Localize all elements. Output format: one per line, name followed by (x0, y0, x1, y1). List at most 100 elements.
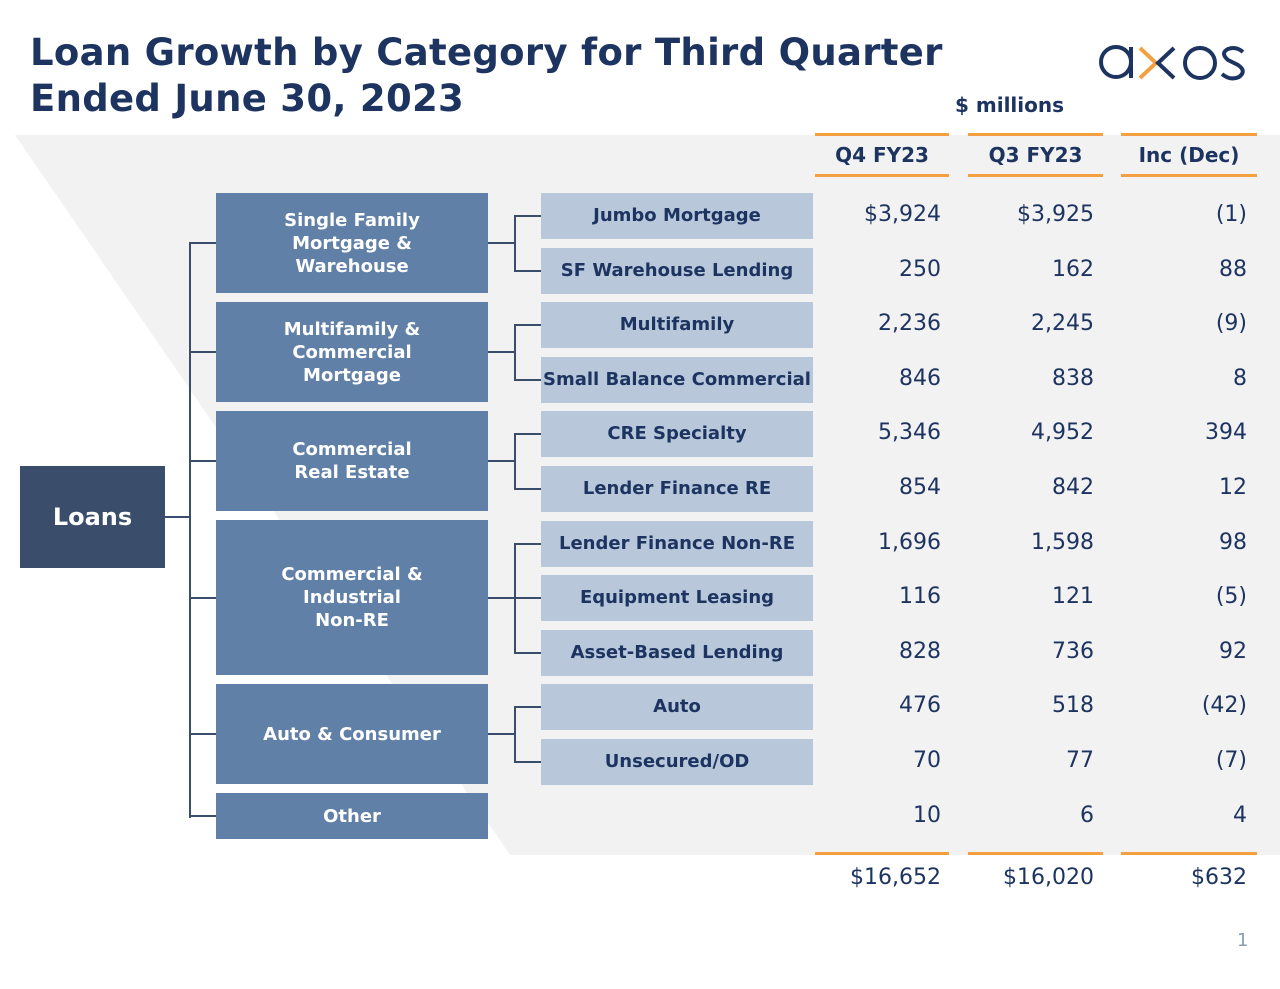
category-label-line: Single Family (284, 209, 420, 231)
subcategory-box: Asset-Based Lending (541, 629, 813, 676)
value-q3: 842 (1052, 475, 1094, 500)
units-label: $ millions (955, 93, 1065, 117)
value-q3: 2,245 (1031, 311, 1094, 337)
category-box: Commercial Real Estate (216, 411, 488, 511)
tree-connector (515, 651, 541, 654)
value-change: 92 (1219, 638, 1247, 664)
tree-connector (488, 460, 515, 462)
tree-connector (515, 597, 541, 600)
value-q4: 5,346 (878, 420, 941, 446)
subcategory-box: Lender Finance Non-RE (541, 520, 813, 567)
value-q4: 846 (899, 365, 941, 391)
subcategory-box: Auto (541, 684, 813, 731)
value-q4: $3,924 (864, 202, 941, 227)
tree-connector (515, 378, 541, 381)
category-label-line: Commercial (292, 341, 412, 363)
total-divider (968, 852, 1103, 855)
title-line-1: Loan Growth by Category for Third Quarte… (30, 31, 943, 74)
category-label-line: Other (323, 805, 381, 827)
page-title: Loan Growth by Category for Third Quarte… (30, 30, 943, 122)
subcategory-box: Jumbo Mortgage (541, 193, 813, 239)
value-change: 12 (1219, 475, 1247, 500)
tree-connector (515, 433, 541, 436)
tree-connector (515, 542, 541, 545)
subcategory-box: Unsecured/OD (541, 739, 813, 785)
total-change: $632 (1191, 865, 1247, 890)
value-q4: 1,696 (878, 529, 941, 555)
value-q4: 10 (913, 802, 941, 828)
subcategory-box: Equipment Leasing (541, 575, 813, 622)
total-divider (1121, 852, 1257, 855)
category-label-line: Real Estate (294, 462, 410, 483)
page-number: 1 (1237, 930, 1249, 951)
tree-connector (515, 324, 541, 327)
total-q3: $16,020 (1003, 865, 1094, 890)
value-q4: 70 (913, 748, 941, 773)
value-q4: 116 (899, 584, 941, 610)
value-q3: $3,925 (1017, 202, 1094, 227)
tree-connector (190, 460, 216, 462)
value-q3: 162 (1052, 256, 1094, 282)
value-change: (5) (1215, 584, 1247, 610)
value-q3: 77 (1066, 748, 1094, 773)
value-change: (9) (1215, 311, 1247, 337)
value-change: 394 (1205, 420, 1247, 446)
tree-connector (488, 733, 515, 735)
tree-connector (514, 324, 516, 381)
tree-connector (515, 215, 541, 217)
value-q3: 6 (1080, 802, 1094, 828)
value-q3: 1,598 (1031, 529, 1094, 555)
category-box: Auto & Consumer (216, 684, 488, 784)
value-q3: 121 (1052, 584, 1094, 610)
category-label-line: Multifamily & (283, 318, 421, 340)
tree-connector (189, 242, 191, 818)
total-q4: $16,652 (850, 865, 941, 890)
column-header-change: Inc (Dec) (1121, 133, 1257, 177)
category-box: Other (216, 793, 488, 839)
value-q4: 828 (899, 638, 941, 664)
subcategory-box: CRE Specialty (541, 411, 813, 458)
value-change: 4 (1233, 802, 1247, 828)
tree-connector (514, 433, 516, 490)
category-label-line: Mortgage & (292, 232, 412, 254)
value-q4: 2,236 (878, 311, 941, 337)
tree-connector (190, 351, 216, 353)
category-box: Multifamily & Commercial Mortgage (216, 302, 488, 402)
category-label-line: Auto & Consumer (263, 723, 441, 745)
column-header-q4: Q4 FY23 (815, 133, 949, 177)
subcategory-box: Lender Finance RE (541, 466, 813, 512)
total-divider (815, 852, 949, 855)
tree-connector (515, 269, 541, 272)
category-label-line: Warehouse (295, 255, 409, 277)
tree-connector (515, 488, 541, 490)
column-header-q3: Q3 FY23 (968, 133, 1103, 177)
tree-connector (514, 706, 516, 763)
tree-connector (488, 351, 515, 353)
tree-connector (190, 815, 216, 817)
tree-connector (515, 706, 541, 709)
value-q3: 4,952 (1031, 420, 1094, 446)
tree-connector (488, 242, 515, 244)
value-q4: 854 (899, 475, 941, 500)
value-q3: 736 (1052, 638, 1094, 664)
value-q4: 250 (899, 256, 941, 282)
category-box: Single Family Mortgage & Warehouse (216, 193, 488, 293)
tree-connector (190, 242, 216, 244)
value-change: (42) (1201, 693, 1247, 719)
tree-connector (514, 215, 516, 272)
category-label-line: Non-RE (315, 610, 389, 631)
tree-connector (165, 516, 190, 518)
value-change: 98 (1219, 529, 1247, 555)
tree-connector (190, 733, 216, 735)
category-label-line: Commercial & (281, 564, 423, 585)
value-change: (7) (1215, 748, 1247, 773)
subcategory-box: SF Warehouse Lending (541, 247, 813, 294)
value-change: 8 (1233, 365, 1247, 391)
value-q3: 838 (1052, 365, 1094, 391)
value-change: 88 (1219, 256, 1247, 282)
category-box: Commercial & Industrial Non-RE (216, 520, 488, 675)
value-change: (1) (1215, 202, 1247, 227)
tree-connector (190, 596, 216, 599)
category-label-line: Mortgage (303, 364, 401, 386)
